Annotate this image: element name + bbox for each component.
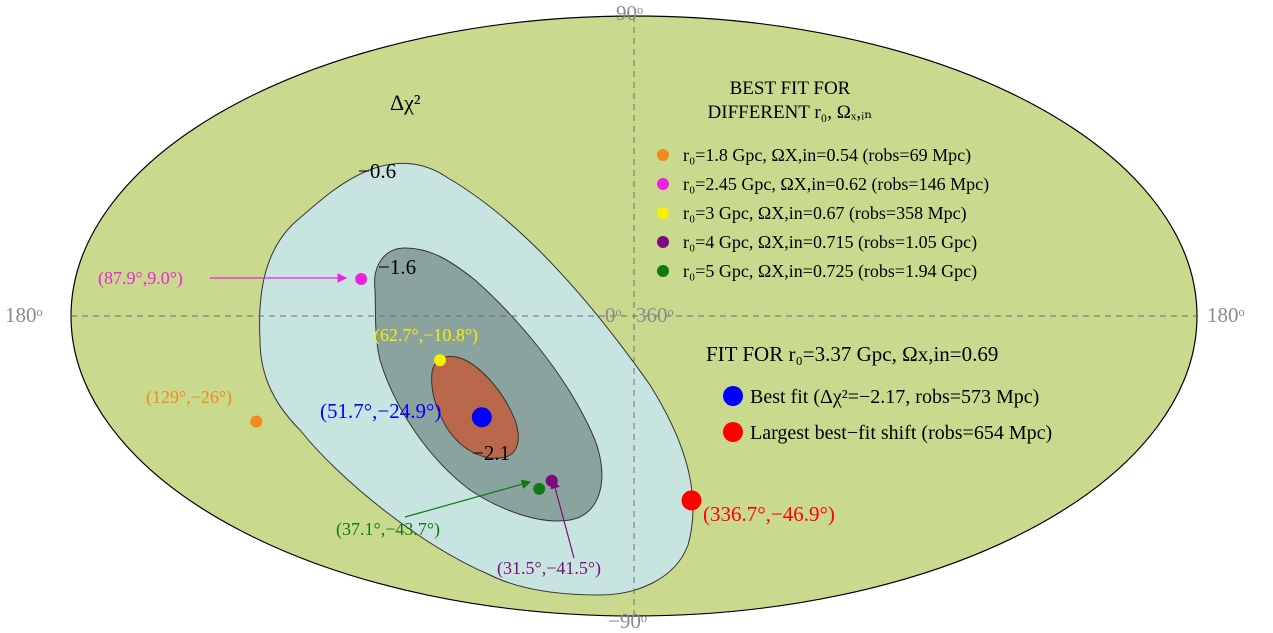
point-best-fit	[471, 407, 492, 428]
point-largest-shift	[681, 490, 702, 511]
point-label-red: (336.7°,−46.9°)	[703, 502, 835, 526]
point-label-orange: (129°,−26°)	[146, 387, 232, 408]
delta-chi-label: Δχ²	[390, 90, 421, 115]
legend-item: r₀=2.45 Gpc, ΩX,in=0.62 (robs=146 Mpc)	[683, 174, 989, 195]
legend-item: r₀=3 Gpc, ΩX,in=0.67 (robs=358 Mpc)	[683, 203, 967, 224]
legend-fit-item: Largest best−fit shift (robs=654 Mpc)	[750, 422, 1052, 444]
point-31.5-minus41.5	[545, 474, 558, 487]
legend-fit-item: Best fit (Δχ²=−2.17, robs=573 Mpc)	[750, 386, 1039, 408]
legend-marker	[657, 207, 669, 219]
legend-marker	[657, 236, 669, 248]
point-label-magenta: (87.9°,9.0°)	[98, 268, 183, 289]
arrow-green	[404, 479, 532, 518]
legend-fit-title: FIT FOR r₀=3.37 Gpc, Ωx,in=0.69	[706, 342, 998, 366]
legend-item: r₀=1.8 Gpc, ΩX,in=0.54 (robs=69 Mpc)	[683, 145, 971, 166]
point-129-minus26	[250, 415, 263, 428]
point-label-purple: (31.5°,−41.5°)	[497, 558, 601, 579]
contour-inner	[431, 356, 519, 459]
axis-label-bottom: −90ᵒ	[608, 609, 647, 633]
axis-label-top: 90ᵒ	[616, 1, 643, 25]
point-87.9-9.0	[355, 273, 368, 285]
contour-level-label: −0.6	[358, 159, 396, 183]
legend-different-title-1: BEST FIT FOR	[730, 78, 851, 99]
legend-different-title-2: DIFFERENT r₀, Ωₓ,ᵢₙ	[708, 102, 873, 123]
point-62.7-minus10.8	[434, 354, 446, 367]
legend-item: r₀=5 Gpc, ΩX,in=0.725 (robs=1.94 Gpc)	[683, 261, 977, 282]
axis-label-left: 180ᵒ	[5, 303, 43, 327]
legend-marker	[657, 178, 669, 190]
axis-label-center-right: 360ᵒ	[636, 303, 674, 327]
arrow-purple	[550, 478, 575, 559]
legend-marker	[723, 422, 743, 442]
point-label-blue: (51.7°,−24.9°)	[320, 399, 441, 423]
legend-marker	[657, 149, 669, 161]
contour-level-label: −1.6	[378, 255, 416, 279]
legend-marker	[657, 265, 669, 277]
point-label-yellow: (62.7°,−10.8°)	[374, 325, 478, 346]
axis-label-right: 180ᵒ	[1207, 303, 1245, 327]
axis-label-center-left: 0ᵒ	[605, 303, 622, 327]
point-label-green: (37.1°,−43.7°)	[336, 519, 440, 540]
point-37.1-minus43.7	[533, 482, 546, 495]
legend-item: r₀=4 Gpc, ΩX,in=0.715 (robs=1.05 Gpc)	[683, 232, 977, 253]
legend-marker	[723, 386, 743, 406]
contour-level-label: −2.1	[472, 441, 510, 465]
